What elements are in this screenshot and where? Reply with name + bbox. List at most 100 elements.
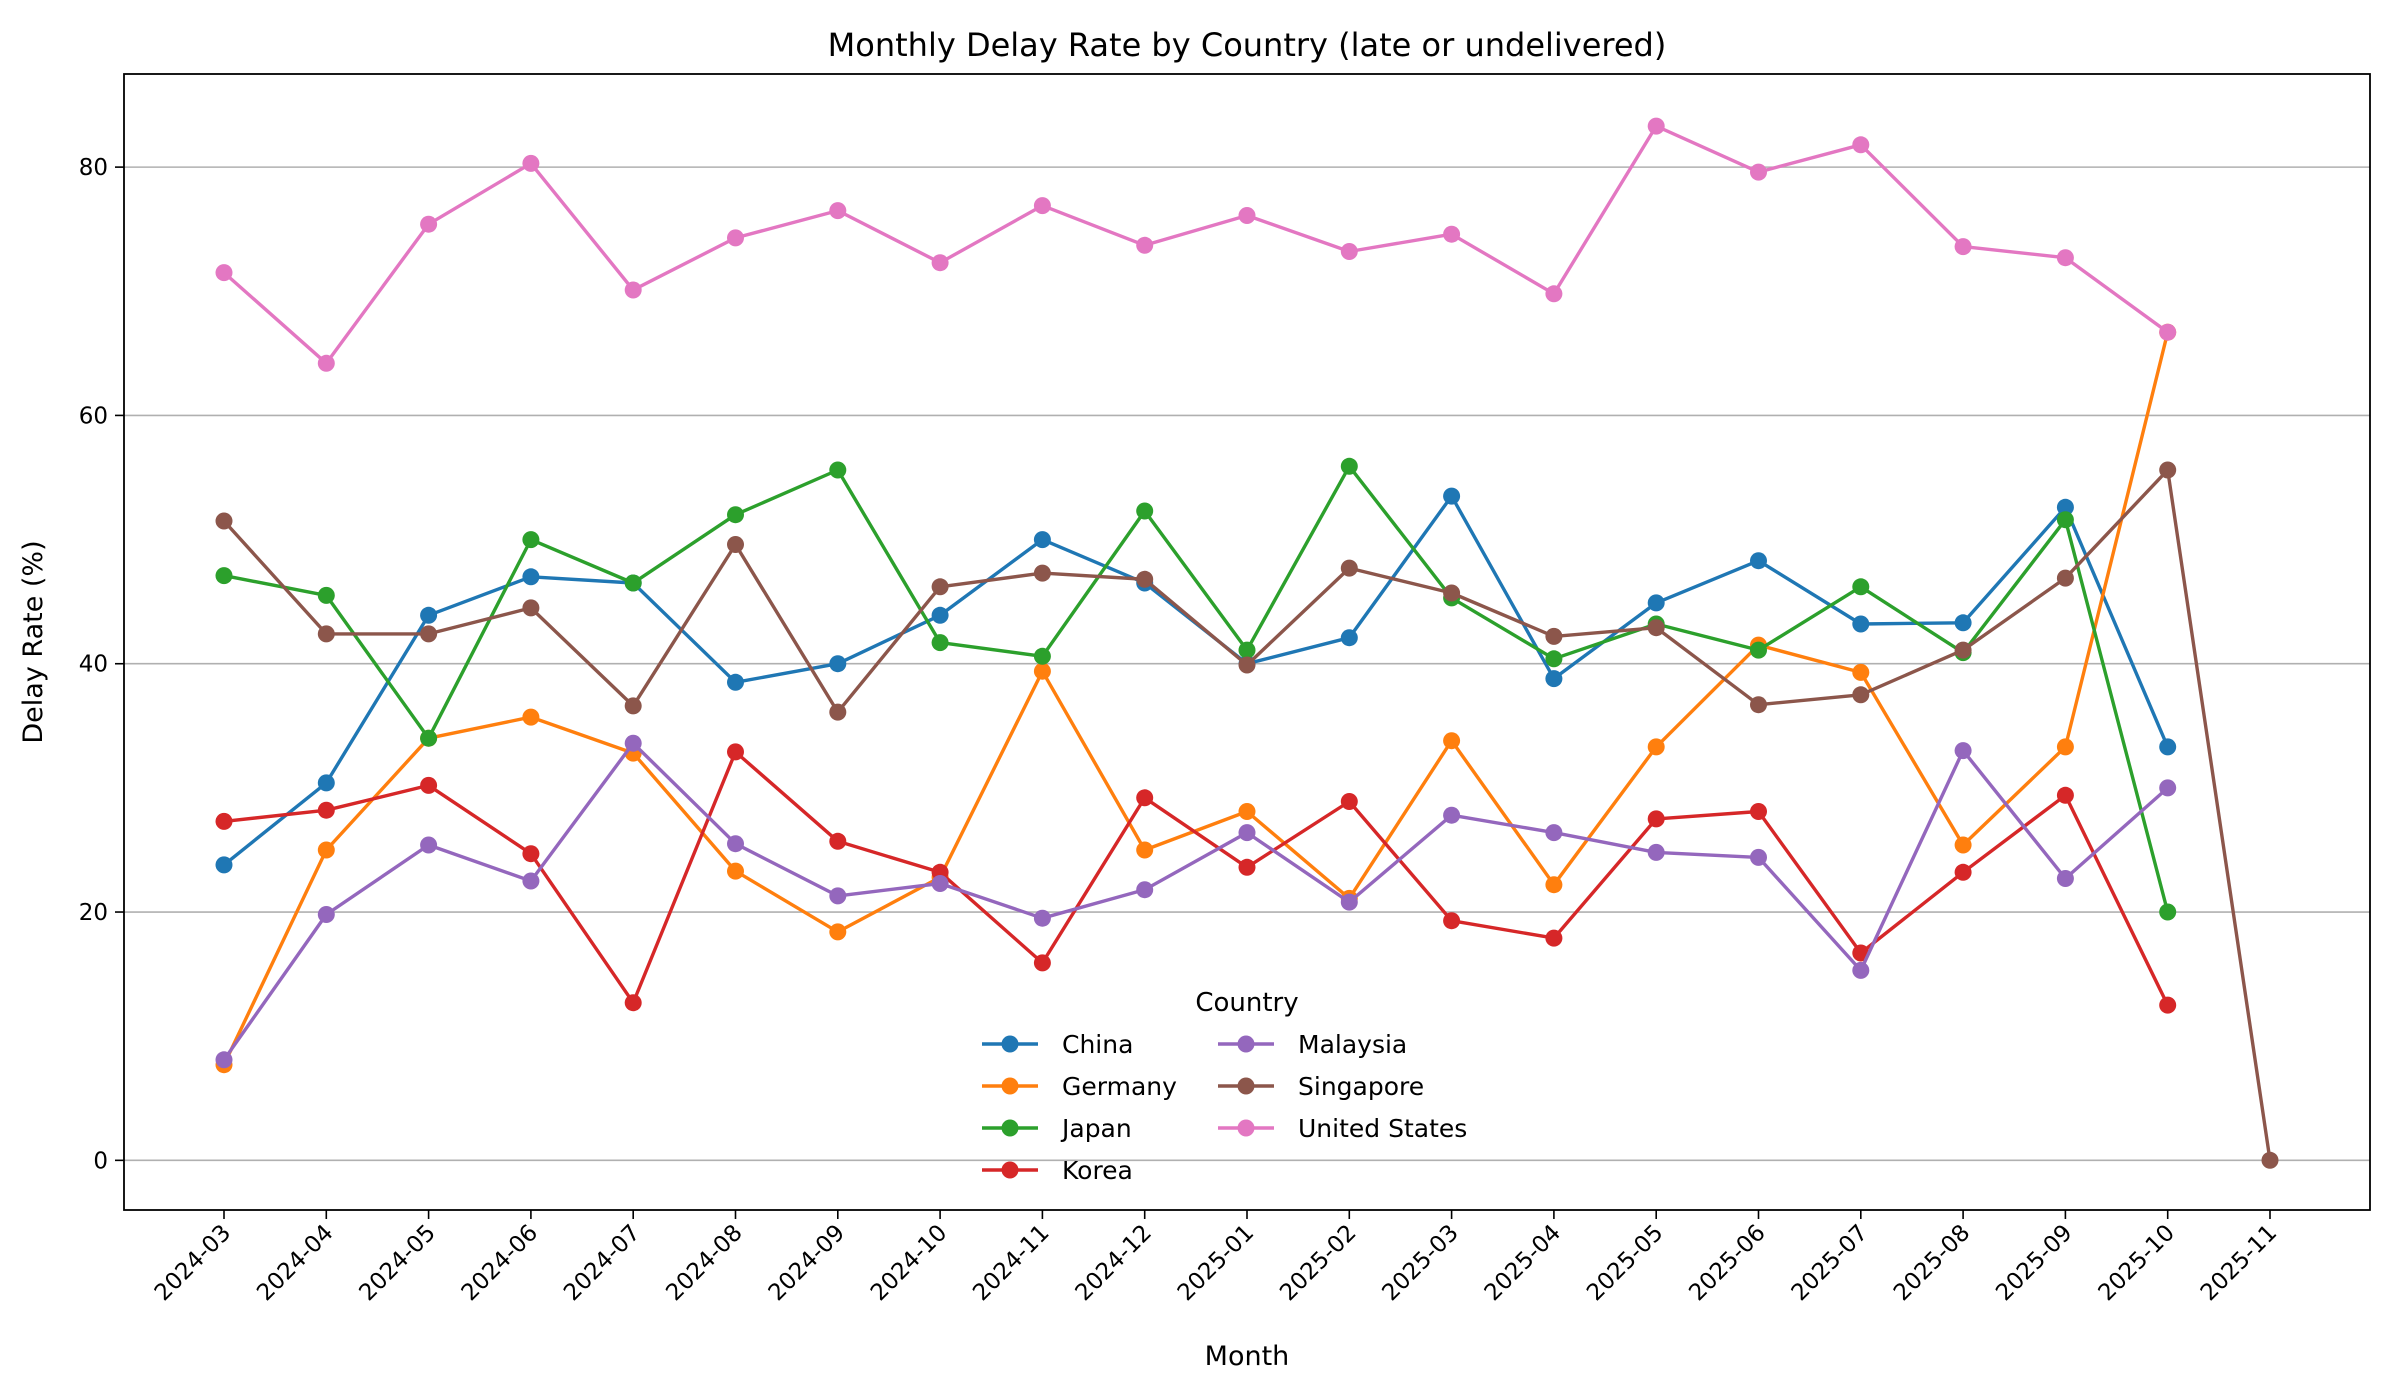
data-point (1954, 863, 1972, 881)
data-point (727, 506, 744, 524)
data-point (317, 841, 335, 859)
data-point (1238, 207, 1256, 224)
legend-title: Country (1195, 988, 1298, 1018)
data-point (420, 729, 438, 747)
data-point (829, 703, 847, 721)
legend-label: Singapore (1298, 1072, 1424, 1101)
data-point (829, 202, 847, 220)
series-line (222, 124, 2169, 365)
legend-marker (1001, 1119, 1019, 1137)
data-point (727, 743, 744, 761)
legend-label: Malaysia (1298, 1030, 1407, 1059)
data-point (317, 801, 335, 819)
data-point (1954, 742, 1972, 760)
data-point (1647, 619, 1665, 637)
data-point (2056, 870, 2074, 887)
data-point (1443, 732, 1461, 750)
data-point (1954, 614, 1972, 632)
data-point (317, 586, 335, 604)
data-point (317, 774, 335, 792)
data-point (1033, 909, 1051, 927)
data-point (1852, 578, 1870, 596)
legend-marker (1237, 1077, 1255, 1095)
legend-label: China (1062, 1030, 1133, 1059)
data-point (1647, 738, 1665, 756)
data-point (522, 531, 540, 549)
data-point (522, 568, 540, 586)
data-point (829, 655, 847, 673)
legend-marker (1001, 1035, 1019, 1053)
legend-item: Singapore (1218, 1072, 1424, 1101)
data-point (624, 734, 642, 752)
data-point (1136, 789, 1154, 807)
data-point (1750, 163, 1767, 181)
data-point (829, 461, 847, 479)
series-malaysia (215, 734, 2177, 1069)
data-point (1340, 893, 1358, 911)
data-point (1545, 929, 1563, 947)
data-point (1340, 457, 1358, 475)
data-point (1647, 843, 1665, 861)
data-point (1340, 559, 1358, 577)
data-point (317, 625, 335, 643)
data-point (2159, 779, 2177, 797)
data-point (2056, 498, 2074, 516)
data-point (1647, 594, 1665, 612)
data-point (1340, 243, 1358, 260)
data-point (931, 606, 949, 624)
data-point (1954, 836, 1972, 854)
data-point (420, 215, 438, 233)
data-point (1033, 662, 1051, 680)
series-united-states (215, 117, 2177, 372)
data-point (1750, 803, 1767, 820)
data-point (1954, 641, 1972, 659)
data-point (1750, 848, 1767, 866)
data-point (624, 281, 642, 299)
data-point (1852, 663, 1870, 681)
series-lines (215, 117, 2279, 1169)
data-point (215, 856, 233, 874)
data-point (1238, 824, 1256, 842)
legend-marker (1001, 1077, 1019, 1095)
series-singapore (215, 461, 2279, 1169)
legend-item: United States (1218, 1114, 1467, 1143)
data-point (1340, 793, 1358, 810)
data-point (1238, 803, 1256, 820)
y-tick-label: 20 (79, 900, 108, 926)
legend-marker (1237, 1035, 1255, 1053)
data-point (829, 923, 847, 941)
data-point (522, 599, 540, 617)
data-point (1033, 647, 1051, 665)
legend-label: Japan (1060, 1114, 1132, 1143)
data-point (1033, 197, 1051, 215)
data-point (829, 887, 847, 905)
data-point (1954, 238, 1972, 256)
legend-label: Korea (1062, 1156, 1133, 1185)
data-point (931, 578, 949, 596)
series-line (223, 750, 2170, 1006)
data-point (1852, 686, 1870, 704)
data-point (1545, 627, 1563, 645)
data-point (420, 836, 438, 854)
data-point (1443, 584, 1461, 602)
data-point (2056, 786, 2074, 804)
data-point (829, 832, 847, 850)
data-point (1136, 502, 1154, 520)
y-axis-title: Delay Rate (%) (18, 540, 49, 743)
legend-label: Germany (1062, 1072, 1177, 1101)
data-point (1443, 225, 1461, 243)
legend-item: Japan (982, 1114, 1132, 1143)
data-point (624, 994, 642, 1012)
data-point (1238, 656, 1256, 674)
data-point (2056, 738, 2074, 756)
chart-title: Monthly Delay Rate by Country (late or u… (828, 26, 1667, 64)
data-point (420, 606, 438, 624)
data-point (1545, 285, 1563, 303)
legend-item: Germany (982, 1072, 1177, 1101)
legend-item: Korea (982, 1156, 1133, 1185)
data-point (1340, 629, 1358, 647)
data-point (727, 536, 744, 553)
y-tick-label: 40 (79, 652, 108, 678)
series-line (223, 464, 2170, 913)
data-point (2159, 323, 2177, 341)
